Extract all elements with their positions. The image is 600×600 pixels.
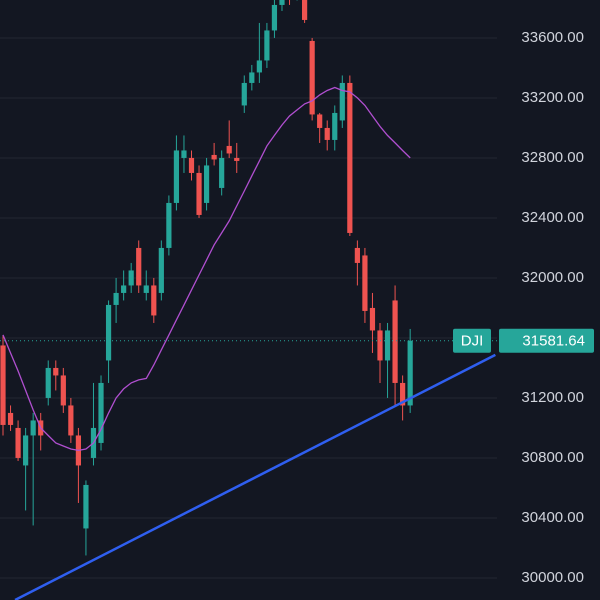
y-tick-label: 32800.00 bbox=[521, 149, 584, 166]
candle-body bbox=[317, 114, 323, 128]
candle-body bbox=[384, 330, 391, 361]
candle-body bbox=[332, 112, 338, 140]
candle-body bbox=[151, 285, 157, 316]
candle-body bbox=[128, 270, 134, 286]
candle-body bbox=[188, 157, 195, 173]
y-tick-label: 33200.00 bbox=[521, 89, 584, 106]
candle-body bbox=[30, 420, 36, 436]
candle-body bbox=[158, 247, 164, 293]
candle-body bbox=[60, 375, 66, 406]
candle-body bbox=[181, 150, 187, 158]
candle-body bbox=[83, 484, 89, 529]
candle-body bbox=[105, 304, 112, 361]
candle-body bbox=[45, 367, 51, 398]
candle-body bbox=[309, 40, 315, 115]
y-tick-label: 32000.00 bbox=[521, 269, 584, 286]
candle-body bbox=[279, 0, 285, 5]
candle-body bbox=[324, 127, 330, 140]
y-tick-label: 32400.00 bbox=[521, 209, 584, 226]
candle-body bbox=[7, 412, 14, 425]
y-tick-label: 31200.00 bbox=[521, 389, 584, 406]
candle-body bbox=[113, 292, 119, 305]
candle-body bbox=[23, 435, 29, 466]
candle-body bbox=[339, 82, 345, 121]
moving-average bbox=[2, 86, 411, 452]
candle-body bbox=[392, 300, 398, 383]
y-tick-label: 33600.00 bbox=[521, 29, 584, 46]
candle-body bbox=[203, 165, 210, 203]
symbol-label: DJI bbox=[461, 333, 484, 350]
candle-body bbox=[196, 172, 202, 215]
candle-body bbox=[407, 340, 413, 406]
candle-body bbox=[68, 405, 74, 436]
candle-body bbox=[302, 0, 308, 20]
candle-body bbox=[377, 330, 383, 361]
candle-body bbox=[271, 4, 278, 31]
candle-body bbox=[219, 157, 225, 188]
candle-body bbox=[211, 154, 217, 160]
candle-body bbox=[166, 202, 172, 248]
candle-body bbox=[354, 247, 360, 263]
candle-body bbox=[173, 150, 180, 203]
candle-body bbox=[0, 345, 6, 425]
candle-body bbox=[264, 30, 270, 61]
candle-body bbox=[241, 82, 247, 106]
y-tick-label: 30800.00 bbox=[521, 449, 584, 466]
candle-body bbox=[121, 285, 127, 293]
candle-body bbox=[256, 60, 262, 73]
symbol-badge bbox=[453, 328, 491, 353]
candle-body bbox=[143, 285, 149, 293]
y-tick-label: 30400.00 bbox=[521, 509, 584, 526]
candle-body bbox=[226, 145, 232, 154]
trendline bbox=[14, 353, 496, 600]
candle-body bbox=[98, 382, 104, 443]
price-label: 31581.64 bbox=[522, 333, 585, 350]
y-tick-label: 30000.00 bbox=[521, 569, 584, 586]
candle-body bbox=[369, 307, 376, 331]
candle-body bbox=[249, 72, 255, 83]
candle-body bbox=[362, 255, 368, 311]
candle-body bbox=[53, 367, 59, 376]
candle-body bbox=[234, 157, 240, 161]
candle-body bbox=[15, 427, 21, 458]
candle-body bbox=[347, 82, 353, 233]
candle-body bbox=[136, 247, 142, 286]
price-badge bbox=[499, 328, 594, 353]
candle-body bbox=[400, 382, 406, 406]
